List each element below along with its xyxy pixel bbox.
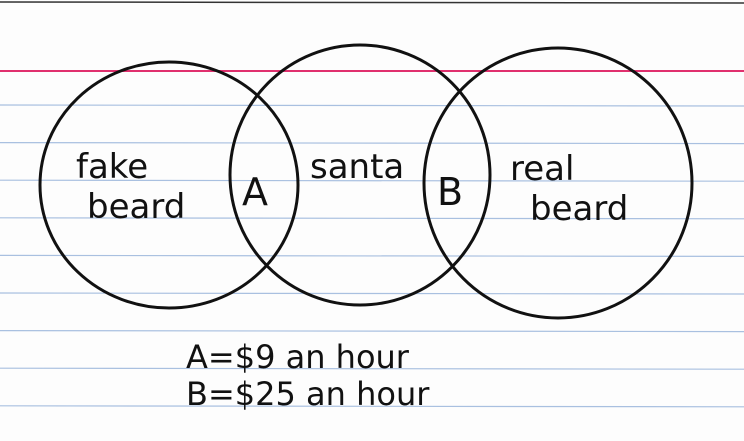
legend-a-rate: A=$9 an hour bbox=[186, 338, 410, 376]
rule-line bbox=[0, 217, 744, 220]
rule-line bbox=[0, 367, 744, 370]
rule-line bbox=[0, 179, 744, 182]
rule-line bbox=[0, 104, 744, 107]
rule-line bbox=[0, 330, 744, 333]
set-label-real-beard: beard bbox=[530, 189, 628, 229]
rule-line bbox=[0, 142, 744, 145]
set-circle-fake-beard bbox=[38, 60, 300, 310]
set-label-fake-beard: beard bbox=[87, 187, 185, 227]
intersection-label-b: B bbox=[437, 170, 463, 214]
set-label-fake: fake bbox=[76, 147, 148, 187]
ruled-lines bbox=[0, 104, 744, 408]
set-label-santa: santa bbox=[310, 147, 404, 187]
set-label-real: real bbox=[510, 149, 574, 189]
set-circle-real-beard bbox=[422, 46, 694, 320]
card-top-edge bbox=[0, 1, 744, 4]
rule-line bbox=[0, 405, 744, 408]
intersection-label-a: A bbox=[242, 170, 268, 214]
legend-b-rate: B=$25 an hour bbox=[186, 375, 430, 413]
rule-line bbox=[0, 292, 744, 295]
rule-line bbox=[0, 254, 744, 257]
set-circle-santa bbox=[228, 43, 492, 307]
